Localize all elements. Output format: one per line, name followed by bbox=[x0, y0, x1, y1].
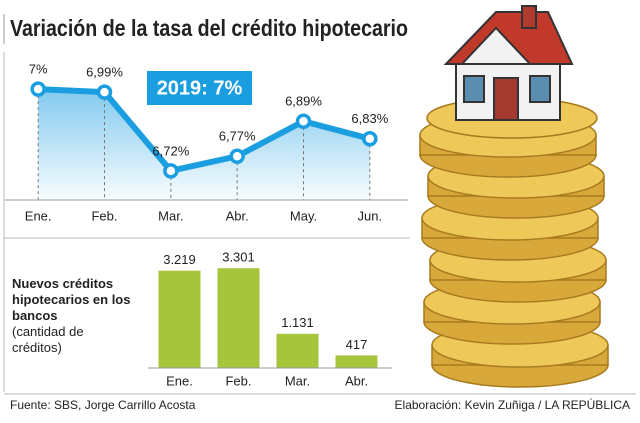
bar-title: Nuevos créditos hipotecarios en los banc… bbox=[12, 276, 131, 323]
point bbox=[229, 148, 245, 164]
point bbox=[362, 131, 378, 147]
point bbox=[30, 81, 46, 97]
bar bbox=[276, 333, 319, 368]
x-tick-label: Mar. bbox=[158, 208, 183, 223]
point bbox=[96, 84, 113, 100]
point bbox=[295, 113, 312, 129]
data-label: 7% bbox=[29, 62, 48, 77]
bar bbox=[217, 268, 260, 368]
x-tick-label: Abr. bbox=[345, 373, 368, 388]
credit: Elaboración: Kevin Zuñiga / LA REPÚBLICA bbox=[394, 398, 630, 412]
data-label: 3.219 bbox=[163, 252, 196, 267]
point bbox=[163, 163, 179, 179]
bar-subtitle: (cantidad de créditos) bbox=[12, 324, 84, 355]
data-label: 3.301 bbox=[222, 250, 255, 265]
x-tick-label: Mar. bbox=[285, 373, 310, 388]
x-tick-label: Abr. bbox=[226, 208, 249, 223]
coin-stack bbox=[419, 97, 609, 388]
data-label: 6,89% bbox=[285, 94, 322, 109]
x-tick-label: Ene. bbox=[25, 208, 52, 223]
house bbox=[443, 5, 574, 121]
x-tick-label: Jun. bbox=[358, 208, 383, 223]
x-tick-label: May. bbox=[290, 208, 317, 223]
area bbox=[38, 89, 370, 200]
data-label: 6,72% bbox=[152, 143, 189, 158]
chart-title: Variación de la tasa del crédito hipotec… bbox=[10, 15, 408, 41]
bar bbox=[335, 355, 378, 368]
data-label: 6,77% bbox=[219, 129, 256, 144]
annotation: 2019: 7% bbox=[157, 77, 243, 99]
x-tick-label: Ene. bbox=[166, 373, 193, 388]
data-label: 1.131 bbox=[281, 315, 314, 330]
bar bbox=[158, 270, 201, 368]
data-label: 6,99% bbox=[86, 65, 123, 80]
x-tick-label: Feb. bbox=[225, 373, 251, 388]
source: Fuente: SBS, Jorge Carrillo Acosta bbox=[10, 398, 196, 412]
line bbox=[38, 86, 371, 174]
annotation-box bbox=[147, 71, 252, 105]
data-label: 417 bbox=[346, 337, 368, 352]
x-tick-label: Feb. bbox=[91, 208, 117, 223]
data-label: 6,83% bbox=[351, 111, 388, 126]
